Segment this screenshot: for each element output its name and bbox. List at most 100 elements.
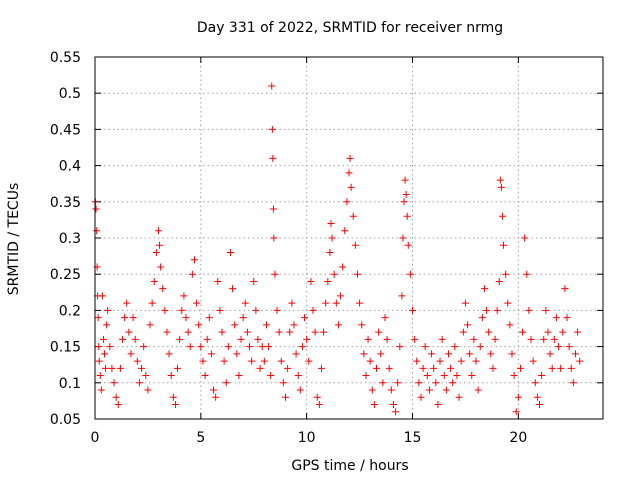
data-point <box>92 205 100 213</box>
data-point <box>265 343 273 351</box>
data-point <box>406 270 414 278</box>
data-point <box>438 335 446 343</box>
data-point <box>455 393 463 401</box>
data-point <box>248 357 256 365</box>
x-tick-label: 0 <box>91 430 100 446</box>
data-point <box>497 183 505 191</box>
data-point <box>466 350 474 358</box>
data-point <box>457 357 465 365</box>
data-point <box>404 241 412 249</box>
data-point <box>423 372 431 380</box>
data-point <box>366 357 374 365</box>
data-point <box>377 350 385 358</box>
data-point <box>195 321 203 329</box>
data-point <box>576 357 584 365</box>
data-point <box>207 350 215 358</box>
data-point <box>256 364 264 372</box>
data-point <box>114 401 122 409</box>
data-point <box>138 364 146 372</box>
y-tick-label: 0.25 <box>50 267 81 283</box>
data-point <box>148 299 156 307</box>
data-point <box>400 198 408 206</box>
data-point <box>421 343 429 351</box>
data-point <box>470 335 478 343</box>
data-point <box>233 350 241 358</box>
y-tick-label: 0.55 <box>50 50 81 66</box>
data-point <box>203 335 211 343</box>
data-point <box>102 364 110 372</box>
data-point <box>536 401 543 409</box>
data-point <box>394 379 402 387</box>
data-point <box>440 372 448 380</box>
data-point <box>324 277 332 285</box>
data-point <box>184 328 192 336</box>
data-point <box>260 357 268 365</box>
data-point <box>559 328 567 336</box>
data-point <box>525 306 533 314</box>
data-point <box>491 335 499 343</box>
data-point <box>544 328 552 336</box>
data-point <box>288 299 296 307</box>
data-point <box>315 401 323 409</box>
data-point <box>296 386 304 394</box>
data-point <box>434 401 442 409</box>
data-point <box>327 220 335 228</box>
data-point <box>163 328 171 336</box>
data-point <box>413 357 421 365</box>
data-point <box>123 299 131 307</box>
data-point <box>447 364 455 372</box>
data-point <box>142 372 150 380</box>
data-point <box>428 350 436 358</box>
data-point <box>409 306 416 314</box>
data-point <box>550 335 558 343</box>
data-point <box>425 386 433 394</box>
data-point <box>563 314 571 322</box>
data-point <box>284 364 292 372</box>
plot-frame <box>94 56 604 420</box>
data-point <box>97 386 105 394</box>
data-point <box>516 364 524 372</box>
grid-lines <box>95 57 603 419</box>
data-point <box>224 343 232 351</box>
data-point <box>557 364 565 372</box>
data-point <box>317 364 325 372</box>
data-point <box>356 299 364 307</box>
y-tick-label: 0.35 <box>50 195 81 211</box>
data-point <box>150 277 158 285</box>
data-point <box>313 393 321 401</box>
data-point <box>222 379 230 387</box>
data-point <box>275 328 283 336</box>
data-point <box>292 350 300 358</box>
x-tick-label: 15 <box>404 430 422 446</box>
data-point <box>401 176 409 184</box>
data-point <box>531 379 539 387</box>
data-point <box>519 328 527 336</box>
data-point <box>375 328 383 336</box>
data-point <box>353 270 361 278</box>
data-point <box>529 357 537 365</box>
data-point <box>94 314 102 322</box>
data-point <box>402 191 410 199</box>
data-point <box>188 270 196 278</box>
data-points <box>91 82 584 416</box>
data-point <box>157 263 165 271</box>
data-point <box>472 357 480 365</box>
data-point <box>500 241 508 249</box>
data-point <box>144 386 152 394</box>
data-point <box>239 314 247 322</box>
data-point <box>146 321 154 329</box>
data-point <box>212 393 220 401</box>
data-point <box>444 350 452 358</box>
data-point <box>268 82 276 90</box>
data-point <box>442 386 450 394</box>
data-point <box>131 335 139 343</box>
data-point <box>241 299 249 307</box>
data-point <box>403 212 411 220</box>
data-point <box>419 364 427 372</box>
x-tick-label: 10 <box>298 430 316 446</box>
data-point <box>171 401 179 409</box>
data-point <box>98 292 106 300</box>
data-point <box>309 306 317 314</box>
data-point <box>464 321 472 329</box>
